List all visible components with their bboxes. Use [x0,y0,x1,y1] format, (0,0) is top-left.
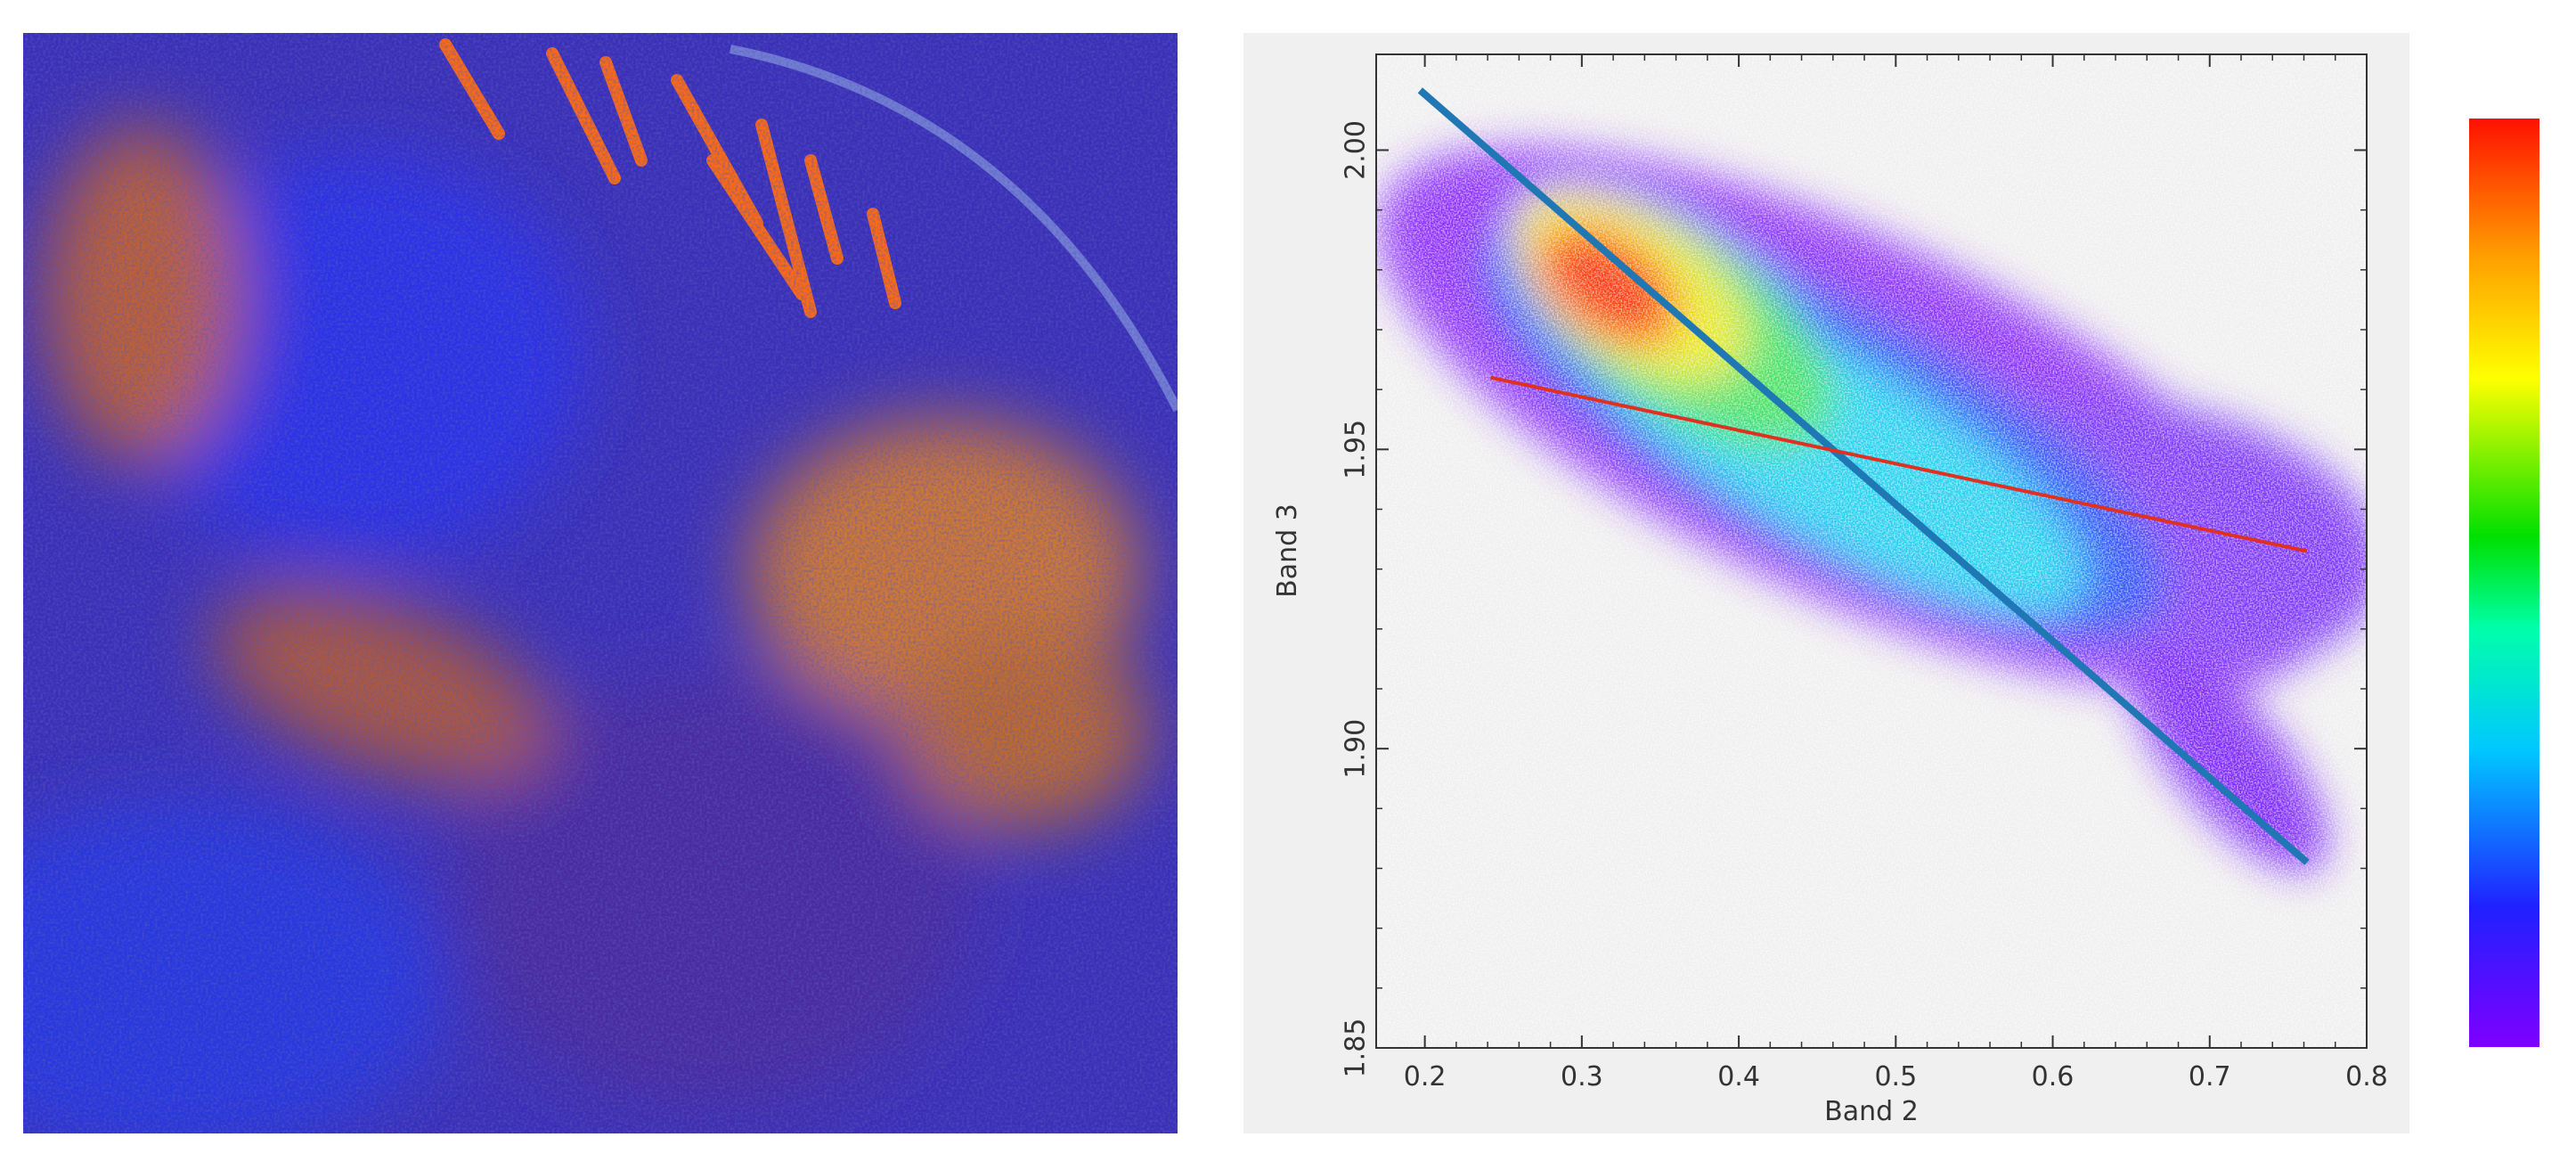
x-tick-label: 0.7 [2189,1061,2231,1092]
colorbar [2469,119,2539,1047]
y-tick-label: 1.85 [1341,1019,1372,1078]
x-tick-label: 0.2 [1404,1061,1447,1092]
x-axis-label: Band 2 [1824,1096,1919,1127]
y-tick-label: 1.90 [1341,719,1372,779]
x-tick-label: 0.3 [1561,1061,1603,1092]
x-tick-label: 0.5 [1874,1061,1917,1092]
density-cloud [1376,54,2367,1048]
y-tick-label: 2.00 [1341,120,1372,180]
plot-frame [1375,53,2368,1049]
x-tick-label: 0.6 [2032,1061,2075,1092]
x-tick-label: 0.8 [2345,1061,2388,1092]
y-axis-label: Band 3 [1272,503,1303,598]
x-tick-label: 0.4 [1717,1061,1760,1092]
y-tick-label: 1.95 [1341,420,1372,479]
axes: 0.2 0.3 0.4 0.5 0.6 0.7 0.8 1.85 1.90 1.95 2.00 [1341,53,2388,1092]
fit-line [1490,375,2308,553]
fit-line [1417,87,2310,865]
false-color-image [23,33,1178,1133]
